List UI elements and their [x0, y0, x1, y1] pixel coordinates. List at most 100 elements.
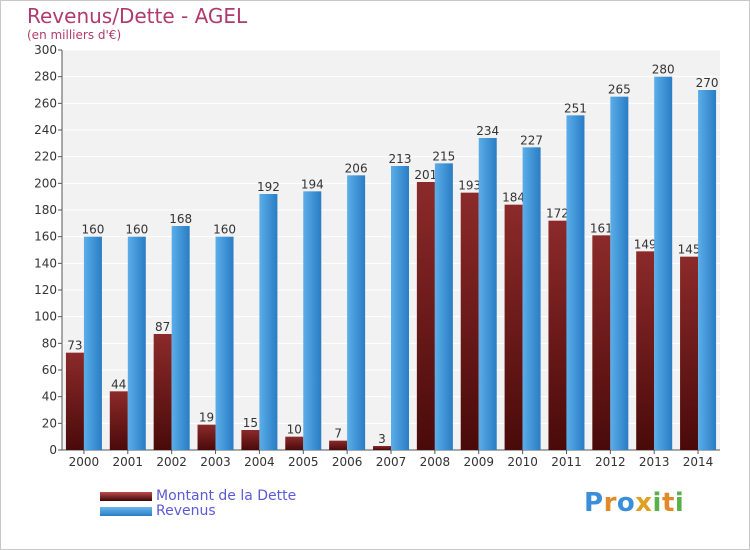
revenue-value-label: 215: [432, 149, 455, 163]
debt-bar: [241, 430, 260, 450]
legend-swatch-dette: [100, 491, 152, 501]
revenue-value-label: 251: [564, 101, 587, 115]
revenue-value-label: 160: [213, 223, 236, 237]
revenue-value-label: 192: [257, 180, 280, 194]
revenue-value-label: 280: [652, 63, 675, 77]
debt-bar: [548, 220, 567, 450]
x-tick-label: 2013: [639, 455, 670, 469]
y-tick-label: 280: [34, 70, 57, 84]
debt-bar: [460, 192, 479, 450]
debt-value-label: 15: [243, 416, 258, 430]
debt-bar: [109, 391, 128, 450]
debt-bar: [153, 334, 172, 450]
y-tick-label: 220: [34, 150, 57, 164]
debt-bar: [373, 446, 391, 450]
y-tick-label: 120: [34, 283, 57, 297]
y-tick-label: 140: [34, 256, 57, 270]
revenue-bar: [259, 194, 278, 450]
debt-value-label: 145: [678, 243, 701, 257]
y-tick-label: 240: [34, 123, 57, 137]
debt-bar: [636, 251, 655, 450]
y-tick-label: 300: [34, 43, 57, 57]
revenue-bar: [303, 191, 322, 451]
debt-bar: [592, 235, 611, 450]
y-tick-label: 180: [34, 203, 57, 217]
y-tick-label: 200: [34, 176, 57, 190]
y-tick-label: 260: [34, 96, 57, 110]
legend-item-dette: Montant de la Dette: [100, 488, 296, 504]
debt-bar: [680, 256, 699, 450]
x-tick-label: 2012: [595, 455, 626, 469]
revenue-value-label: 160: [125, 223, 148, 237]
revenue-bar: [654, 76, 673, 451]
debt-value-label: 172: [546, 207, 569, 221]
debt-bar: [65, 352, 84, 450]
x-tick-label: 2014: [683, 455, 714, 469]
debt-bar: [197, 424, 216, 450]
debt-value-label: 201: [414, 168, 437, 182]
revenue-value-label: 160: [81, 223, 104, 237]
x-tick-label: 2002: [156, 455, 187, 469]
x-tick-label: 2007: [376, 455, 407, 469]
revenue-value-label: 213: [389, 152, 412, 166]
debt-bar: [329, 440, 348, 450]
revenue-value-label: 168: [169, 212, 192, 226]
revenue-bar: [215, 236, 234, 450]
debt-value-label: 184: [502, 191, 525, 205]
revenue-bar: [347, 175, 366, 451]
debt-value-label: 3: [378, 432, 386, 446]
revenue-value-label: 206: [345, 161, 368, 175]
debt-value-label: 73: [67, 339, 82, 353]
legend-item-revenus: Revenus: [100, 503, 216, 519]
revenue-bar: [698, 90, 717, 450]
revenue-bar: [171, 226, 190, 450]
y-tick-label: 20: [42, 416, 57, 430]
debt-value-label: 7: [334, 427, 342, 441]
debt-bar: [285, 436, 304, 450]
chart-subtitle: (en milliers d'€): [27, 28, 122, 42]
x-tick-label: 2006: [332, 455, 363, 469]
revenue-value-label: 227: [520, 133, 543, 147]
debt-value-label: 19: [199, 411, 214, 425]
revenue-bar: [610, 96, 629, 451]
x-tick-label: 2003: [200, 455, 231, 469]
debt-value-label: 87: [155, 320, 170, 334]
debt-value-label: 10: [287, 423, 302, 437]
debt-value-label: 161: [590, 221, 613, 235]
debt-value-label: 193: [458, 179, 481, 193]
revenue-value-label: 270: [696, 76, 719, 90]
x-tick-label: 2011: [551, 455, 582, 469]
revenue-bar: [566, 115, 585, 450]
revenue-bar: [434, 163, 453, 451]
legend-label-dette: Montant de la Dette: [156, 488, 297, 504]
x-tick-label: 2010: [507, 455, 538, 469]
y-tick-label: 80: [42, 336, 57, 350]
chart-title: Revenus/Dette - AGEL: [27, 4, 248, 28]
revenue-bar: [478, 138, 497, 450]
debt-bar: [416, 182, 435, 450]
y-tick-label: 0: [49, 443, 57, 457]
revenue-value-label: 265: [608, 83, 631, 97]
revenue-value-label: 194: [301, 177, 324, 191]
revenue-bar: [391, 166, 409, 450]
x-tick-label: 2005: [288, 455, 319, 469]
x-tick-label: 2009: [463, 455, 494, 469]
x-tick-label: 2001: [113, 455, 144, 469]
debt-value-label: 44: [111, 377, 126, 391]
debt-bar: [504, 204, 523, 450]
x-tick-label: 2008: [420, 455, 451, 469]
revenue-value-label: 234: [476, 124, 499, 138]
revenue-bar: [522, 147, 541, 451]
debt-value-label: 149: [634, 237, 657, 251]
revenue-bar: [83, 236, 102, 450]
legend-swatch-revenus: [100, 506, 152, 516]
x-tick-label: 2000: [69, 455, 100, 469]
revenue-bar: [127, 236, 146, 450]
proxiti-logo: Proxiti: [584, 488, 685, 518]
y-tick-label: 160: [34, 230, 57, 244]
legend-label-revenus: Revenus: [156, 503, 216, 519]
y-tick-label: 100: [34, 310, 57, 324]
x-tick-label: 2004: [244, 455, 275, 469]
y-tick-label: 60: [42, 363, 57, 377]
